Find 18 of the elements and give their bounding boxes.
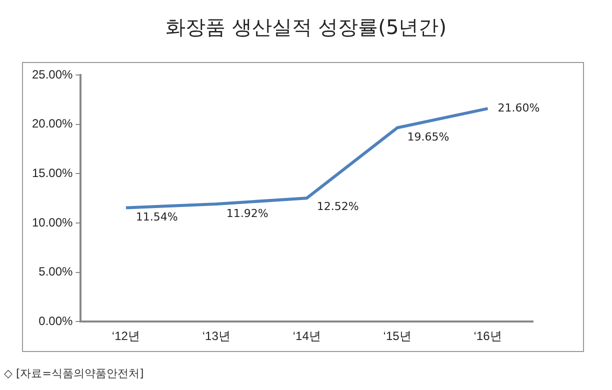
x-tick-label: ‘14년 bbox=[292, 329, 321, 344]
chart-title: 화장품 생산실적 성장률(5년간) bbox=[164, 14, 448, 41]
text: ◇ [자료=식품의약품안전처] bbox=[4, 366, 144, 381]
x-tick-label: ‘12년 bbox=[112, 329, 140, 344]
data-label: 11.54% bbox=[136, 210, 178, 224]
y-tick-label: 15.00% bbox=[32, 166, 74, 180]
data-label: 21.60% bbox=[498, 101, 540, 114]
data-label: 19.65% bbox=[407, 130, 450, 144]
data-label: 12.52% bbox=[316, 200, 359, 213]
y-tick-label: 25.00% bbox=[32, 67, 74, 82]
x-tick-label: ‘16년 bbox=[474, 329, 502, 344]
y-tick-label: 20.00% bbox=[32, 116, 74, 131]
data-label: 11.92% bbox=[226, 206, 268, 220]
x-tick-label: ‘13년 bbox=[202, 329, 230, 344]
x-tick-label: ‘15년 bbox=[383, 329, 412, 344]
y-tick-label: 10.00% bbox=[32, 215, 74, 230]
y-tick-label: 5.00% bbox=[38, 264, 74, 279]
y-tick-label: 0.00% bbox=[38, 314, 74, 328]
